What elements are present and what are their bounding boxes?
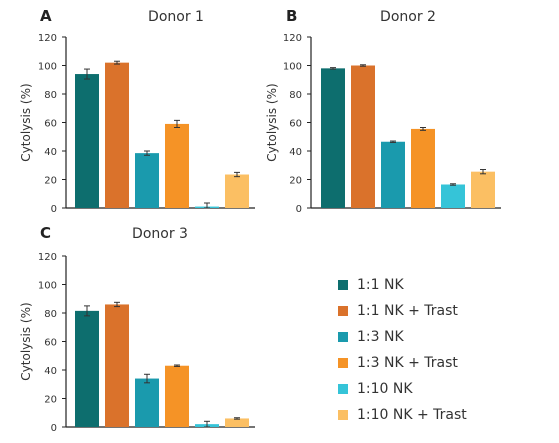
y-tick-label: 80	[289, 90, 302, 101]
panel-letter: C	[40, 224, 51, 242]
y-axis-label: Cytolysis (%)	[265, 83, 279, 161]
bar	[351, 65, 375, 208]
bar	[381, 141, 405, 208]
y-axis-label: Cytolysis (%)	[19, 302, 33, 380]
bar	[165, 365, 189, 427]
y-tick-label: 100	[38, 62, 57, 73]
y-tick-label: 60	[289, 119, 302, 130]
legend-swatch	[338, 384, 348, 394]
y-axis-label: Cytolysis (%)	[19, 83, 33, 161]
legend-item: 1:10 NK + Trast	[338, 402, 467, 428]
bar	[105, 304, 129, 427]
y-tick-label: 120	[283, 33, 302, 44]
legend-label: 1:1 NK	[357, 277, 404, 293]
y-tick-label: 100	[38, 281, 57, 292]
bar	[225, 418, 249, 427]
y-tick-label: 20	[44, 395, 57, 406]
legend-label: 1:1 NK + Trast	[357, 303, 458, 319]
bar	[135, 378, 159, 427]
y-tick-label: 0	[296, 204, 302, 215]
bar	[225, 174, 249, 208]
legend-swatch	[338, 280, 348, 290]
bar	[165, 123, 189, 208]
panel-letter: B	[286, 7, 297, 25]
bar	[75, 310, 99, 427]
bar	[321, 68, 345, 208]
y-tick-label: 60	[44, 338, 57, 349]
bar	[105, 62, 129, 209]
legend: 1:1 NK 1:1 NK + Trast 1:3 NK 1:3 NK + Tr…	[338, 272, 467, 428]
legend-swatch	[338, 306, 348, 316]
legend-item: 1:10 NK	[338, 376, 467, 402]
y-tick-label: 0	[51, 423, 57, 434]
panel-title: Donor 3	[132, 226, 188, 242]
y-tick-label: 100	[283, 62, 302, 73]
bar	[75, 74, 99, 208]
legend-label: 1:10 NK	[357, 381, 413, 397]
panel-title: Donor 2	[380, 9, 436, 25]
legend-swatch	[338, 410, 348, 420]
bar	[471, 171, 495, 208]
bar	[411, 128, 435, 208]
legend-label: 1:10 NK + Trast	[357, 407, 467, 423]
y-tick-label: 0	[51, 204, 57, 215]
legend-label: 1:3 NK	[357, 329, 404, 345]
bar	[135, 153, 159, 208]
legend-item: 1:1 NK	[338, 272, 467, 298]
y-tick-label: 20	[289, 176, 302, 187]
y-tick-label: 20	[44, 176, 57, 187]
legend-swatch	[338, 358, 348, 368]
y-tick-label: 120	[38, 252, 57, 263]
legend-item: 1:3 NK + Trast	[338, 350, 467, 376]
bar	[441, 184, 465, 208]
panel-title: Donor 1	[148, 9, 204, 25]
y-tick-label: 40	[44, 147, 57, 158]
panel-letter: A	[40, 7, 52, 25]
y-tick-label: 80	[44, 90, 57, 101]
y-tick-label: 40	[44, 366, 57, 377]
y-tick-label: 40	[289, 147, 302, 158]
legend-label: 1:3 NK + Trast	[357, 355, 458, 371]
legend-swatch	[338, 332, 348, 342]
y-tick-label: 80	[44, 309, 57, 320]
y-tick-label: 120	[38, 33, 57, 44]
legend-item: 1:1 NK + Trast	[338, 298, 467, 324]
y-tick-label: 60	[44, 119, 57, 130]
legend-item: 1:3 NK	[338, 324, 467, 350]
